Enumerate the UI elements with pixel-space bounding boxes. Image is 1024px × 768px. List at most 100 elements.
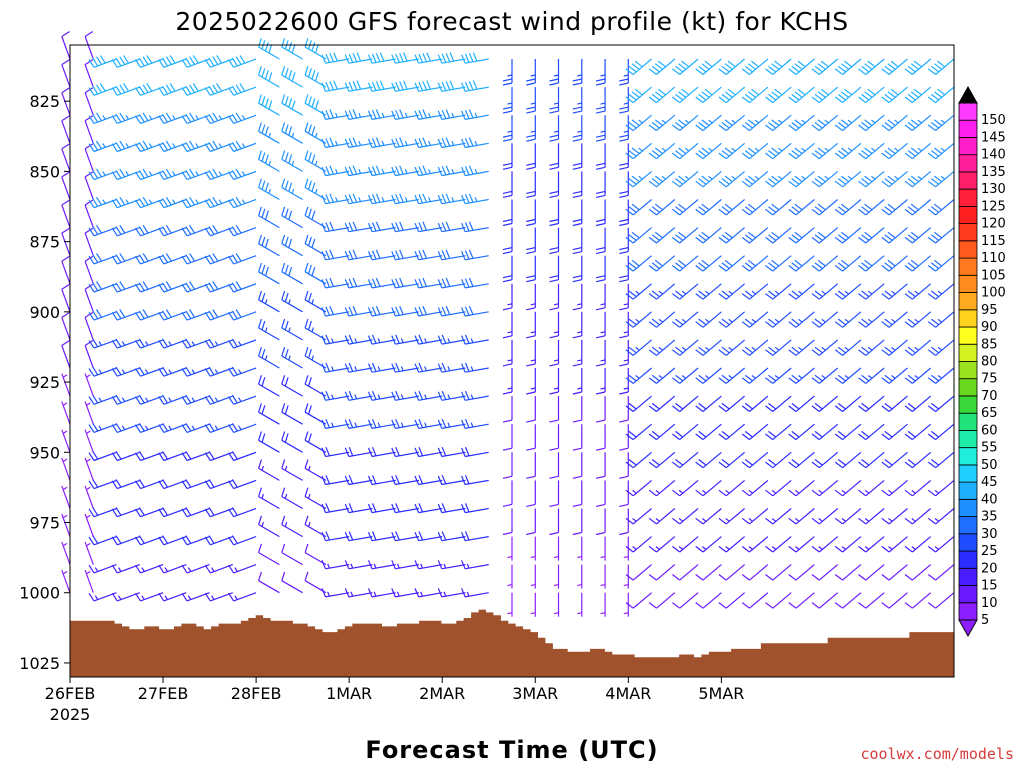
wind-barb [672, 536, 699, 553]
wind-barb [461, 137, 489, 149]
wind-barb [344, 390, 373, 401]
wind-barb [718, 227, 745, 244]
wind-barb [834, 114, 862, 132]
wind-barb [158, 140, 187, 153]
wind-barb [788, 564, 815, 581]
wind-barb [367, 475, 396, 486]
wind-barb [181, 224, 210, 237]
wind-barb [258, 515, 280, 538]
wind-barb [258, 318, 280, 341]
wind-barb [84, 171, 94, 200]
wind-barb [595, 480, 606, 507]
wind-barb [228, 55, 257, 68]
wind-barb [502, 59, 513, 86]
wind-barb [834, 227, 862, 244]
colorbar-swatch [958, 447, 978, 466]
wind-barb [258, 290, 280, 313]
wind-barb [84, 311, 94, 341]
wind-barb [111, 253, 141, 265]
wind-barb [858, 58, 885, 75]
wind-barb [695, 227, 722, 244]
wind-barb [258, 487, 280, 510]
wind-barb [811, 423, 839, 441]
wind-barb [461, 475, 489, 486]
wind-barb [695, 592, 722, 609]
wind-barb [619, 396, 629, 423]
wind-barb [181, 112, 210, 124]
wind-barb [572, 143, 583, 170]
wind-barb [84, 513, 94, 537]
wind-barb [281, 403, 303, 425]
wind-barb [811, 479, 839, 497]
colorbar-label: 100 [981, 286, 1006, 301]
wind-barb [811, 199, 839, 216]
wind-barb [61, 171, 71, 200]
wind-barb [84, 283, 94, 313]
wind-barb [741, 536, 769, 553]
wind-barb [834, 170, 862, 188]
wind-barb [788, 367, 815, 384]
wind-barb [625, 339, 652, 356]
wind-barb [134, 83, 164, 96]
wind-barb [321, 80, 350, 92]
wind-barb [414, 277, 443, 289]
wind-barb [619, 143, 629, 170]
wind-barb [84, 429, 94, 453]
wind-barb [84, 373, 94, 397]
colorbar-swatch [958, 137, 978, 156]
wind-barb [367, 277, 396, 289]
colorbar-label: 35 [981, 510, 998, 525]
wind-barb [391, 80, 420, 92]
wind-barb [881, 592, 908, 609]
wind-barb [437, 137, 466, 149]
wind-barb [672, 395, 699, 412]
wind-barb [927, 339, 955, 356]
wind-barb [858, 199, 885, 216]
wind-barb [281, 66, 303, 88]
wind-barb [648, 395, 676, 412]
wind-barb [858, 367, 885, 384]
wind-barb [258, 543, 280, 566]
wind-barb [502, 508, 513, 536]
wind-barb [927, 479, 955, 497]
wind-barb [111, 196, 141, 209]
wind-barb [904, 479, 932, 497]
wind-barb [572, 311, 583, 339]
wind-barb [765, 199, 792, 216]
wind-barb [788, 227, 815, 244]
wind-barb [881, 86, 908, 104]
wind-barb [595, 311, 606, 339]
wind-barb [549, 311, 560, 339]
wind-barb [904, 170, 932, 188]
wind-barb [595, 339, 606, 367]
wind-barb [904, 395, 932, 412]
wind-barb [600, 536, 606, 561]
wind-barb [61, 199, 71, 228]
wind-barb [672, 255, 699, 272]
wind-barb [526, 59, 536, 86]
wind-barb [595, 368, 606, 395]
wind-barb [391, 531, 420, 542]
wind-barb [927, 114, 955, 132]
wind-barb [61, 59, 71, 88]
wind-barb [572, 227, 583, 255]
wind-barb [741, 142, 769, 160]
wind-barb [572, 396, 583, 423]
wind-barb [549, 424, 560, 451]
colorbar-swatch [958, 326, 978, 345]
wind-barb [134, 253, 164, 265]
wind-barb [625, 536, 652, 553]
wind-barb [367, 80, 396, 92]
wind-barb [84, 30, 94, 60]
wind-barb [834, 283, 862, 300]
wind-barb [461, 277, 489, 289]
wind-barb [181, 83, 210, 96]
wind-barb [834, 339, 862, 356]
wind-barb [502, 396, 513, 423]
wind-barb [572, 115, 583, 142]
wind-barb [281, 459, 303, 481]
wind-barb [321, 52, 350, 64]
wind-barb [741, 283, 769, 300]
wind-barb [367, 109, 396, 120]
wind-barb [765, 142, 792, 160]
